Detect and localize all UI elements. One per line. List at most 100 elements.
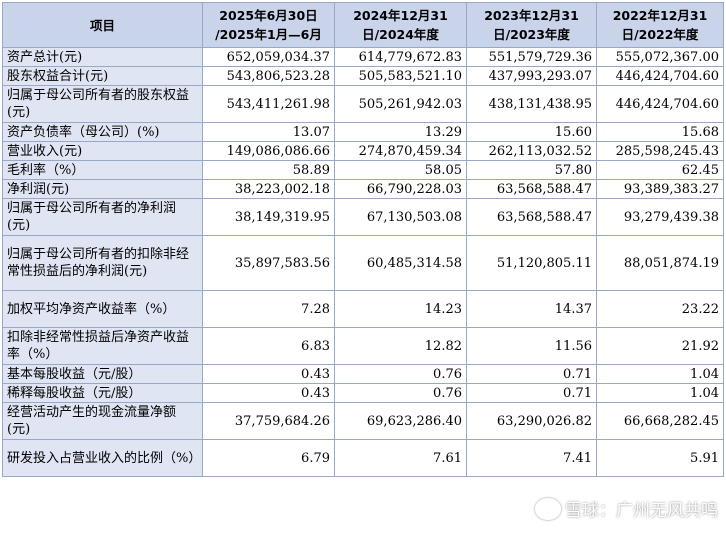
- cell-value: 93,279,439.38: [596, 198, 724, 236]
- cell-value: 69,623,286.40: [334, 402, 467, 440]
- cell-value: 614,779,672.83: [334, 47, 467, 67]
- cell-value: 11.56: [466, 327, 597, 365]
- cell-value: 7.41: [466, 439, 597, 477]
- cell-value: 93,389,383.27: [596, 179, 724, 199]
- row-label: 股东权益合计(元): [2, 66, 203, 86]
- row-label: 稀释每股收益（元/股）: [2, 383, 203, 403]
- row-label: 加权平均净资产收益率（%）: [2, 290, 203, 328]
- cell-value: 555,072,367.00: [596, 47, 724, 67]
- row-label: 归属于母公司所有者的净利润(元): [2, 198, 203, 236]
- row-label: 归属于母公司所有者的股东权益(元): [2, 85, 203, 123]
- row-label: 营业收入(元): [2, 141, 203, 161]
- cell-value: 505,261,942.03: [334, 85, 467, 123]
- cell-value: 38,223,002.18: [202, 179, 335, 199]
- cell-value: 21.92: [596, 327, 724, 365]
- cell-value: 1.04: [596, 364, 724, 384]
- cell-value: 14.23: [334, 290, 467, 328]
- cell-value: 1.04: [596, 383, 724, 403]
- table-row: 归属于母公司所有者的净利润(元) 38,149,319.95 67,130,50…: [2, 198, 724, 236]
- table-row: 基本每股收益（元/股） 0.43 0.76 0.71 1.04: [2, 364, 724, 384]
- cell-value: 551,579,729.36: [466, 47, 597, 67]
- cell-value: 66,668,282.45: [596, 402, 724, 440]
- table-row: 加权平均净资产收益率（%） 7.28 14.23 14.37 23.22: [2, 290, 724, 328]
- cell-value: 15.60: [466, 122, 597, 142]
- row-label: 毛利率（%）: [2, 160, 203, 180]
- cell-value: 12.82: [334, 327, 467, 365]
- cell-value: 67,130,503.08: [334, 198, 467, 236]
- row-label: 净利润(元): [2, 179, 203, 199]
- cell-value: 13.07: [202, 122, 335, 142]
- financial-table: 项目 2025年6月30日 /2025年1月—6月 2024年12月31 日/2…: [2, 2, 724, 477]
- cell-value: 652,059,034.37: [202, 47, 335, 67]
- table-row: 经营活动产生的现金流量净额(元) 37,759,684.26 69,623,28…: [2, 402, 724, 440]
- cell-value: 14.37: [466, 290, 597, 328]
- snowball-logo-icon: [535, 497, 561, 520]
- table-row: 稀释每股收益（元/股） 0.43 0.76 0.71 1.04: [2, 383, 724, 403]
- cell-value: 438,131,438.95: [466, 85, 597, 123]
- table-row: 研发投入占营业收入的比例（%） 6.79 7.61 7.41 5.91: [2, 439, 724, 477]
- cell-value: 437,993,293.07: [466, 66, 597, 86]
- watermark-text: 雪球：广州无风共鸣: [565, 501, 718, 521]
- cell-value: 0.76: [334, 383, 467, 403]
- cell-value: 88,051,874.19: [596, 235, 724, 291]
- row-label: 资产总计(元): [2, 47, 203, 67]
- cell-value: 0.76: [334, 364, 467, 384]
- table-row: 扣除非经常性损益后净资产收益率（%） 6.83 12.82 11.56 21.9…: [2, 327, 724, 365]
- cell-value: 446,424,704.60: [596, 85, 724, 123]
- cell-value: 23.22: [596, 290, 724, 328]
- cell-value: 7.28: [202, 290, 335, 328]
- cell-value: 63,568,588.47: [466, 179, 597, 199]
- row-label: 经营活动产生的现金流量净额(元): [2, 402, 203, 440]
- table-row: 净利润(元) 38,223,002.18 66,790,228.03 63,56…: [2, 179, 724, 199]
- table-row: 归属于母公司所有者的扣除非经常性损益后的净利润(元) 35,897,583.56…: [2, 235, 724, 291]
- cell-value: 57.80: [466, 160, 597, 180]
- cell-value: 0.71: [466, 383, 597, 403]
- cell-value: 0.71: [466, 364, 597, 384]
- cell-value: 15.68: [596, 122, 724, 142]
- cell-value: 58.05: [334, 160, 467, 180]
- row-label: 归属于母公司所有者的扣除非经常性损益后的净利润(元): [2, 235, 203, 291]
- cell-value: 285,598,245.43: [596, 141, 724, 161]
- cell-value: 543,806,523.28: [202, 66, 335, 86]
- cell-value: 446,424,704.60: [596, 66, 724, 86]
- table-row: 营业收入(元) 149,086,086.66 274,870,459.34 26…: [2, 141, 724, 161]
- cell-value: 0.43: [202, 364, 335, 384]
- header-2022: 2022年12月31 日/2022年度: [596, 2, 724, 48]
- cell-value: 63,290,026.82: [466, 402, 597, 440]
- cell-value: 6.79: [202, 439, 335, 477]
- header-2024: 2024年12月31 日/2024年度: [334, 2, 467, 48]
- cell-value: 62.45: [596, 160, 724, 180]
- cell-value: 58.89: [202, 160, 335, 180]
- cell-value: 13.29: [334, 122, 467, 142]
- cell-value: 63,568,588.47: [466, 198, 597, 236]
- row-label: 基本每股收益（元/股）: [2, 364, 203, 384]
- row-label: 研发投入占营业收入的比例（%）: [2, 439, 203, 477]
- header-item: 项目: [2, 2, 203, 48]
- cell-value: 37,759,684.26: [202, 402, 335, 440]
- cell-value: 66,790,228.03: [334, 179, 467, 199]
- cell-value: 5.91: [596, 439, 724, 477]
- cell-value: 149,086,086.66: [202, 141, 335, 161]
- cell-value: 38,149,319.95: [202, 198, 335, 236]
- header-2023: 2023年12月31 日/2023年度: [466, 2, 597, 48]
- cell-value: 7.61: [334, 439, 467, 477]
- table-row: 归属于母公司所有者的股东权益(元) 543,411,261.98 505,261…: [2, 85, 724, 123]
- table-header-row: 项目 2025年6月30日 /2025年1月—6月 2024年12月31 日/2…: [2, 2, 724, 48]
- cell-value: 35,897,583.56: [202, 235, 335, 291]
- table-row: 股东权益合计(元) 543,806,523.28 505,583,521.10 …: [2, 66, 724, 86]
- cell-value: 543,411,261.98: [202, 85, 335, 123]
- cell-value: 51,120,805.11: [466, 235, 597, 291]
- cell-value: 262,113,032.52: [466, 141, 597, 161]
- table-row: 资产总计(元) 652,059,034.37 614,779,672.83 55…: [2, 47, 724, 67]
- cell-value: 6.83: [202, 327, 335, 365]
- header-2025h1: 2025年6月30日 /2025年1月—6月: [202, 2, 335, 48]
- cell-value: 0.43: [202, 383, 335, 403]
- watermark: 雪球：广州无风共鸣: [535, 496, 718, 521]
- row-label: 扣除非经常性损益后净资产收益率（%）: [2, 327, 203, 365]
- cell-value: 274,870,459.34: [334, 141, 467, 161]
- cell-value: 60,485,314.58: [334, 235, 467, 291]
- cell-value: 505,583,521.10: [334, 66, 467, 86]
- table-row: 资产负债率（母公司）(%) 13.07 13.29 15.60 15.68: [2, 122, 724, 142]
- table-row: 毛利率（%） 58.89 58.05 57.80 62.45: [2, 160, 724, 180]
- row-label: 资产负债率（母公司）(%): [2, 122, 203, 142]
